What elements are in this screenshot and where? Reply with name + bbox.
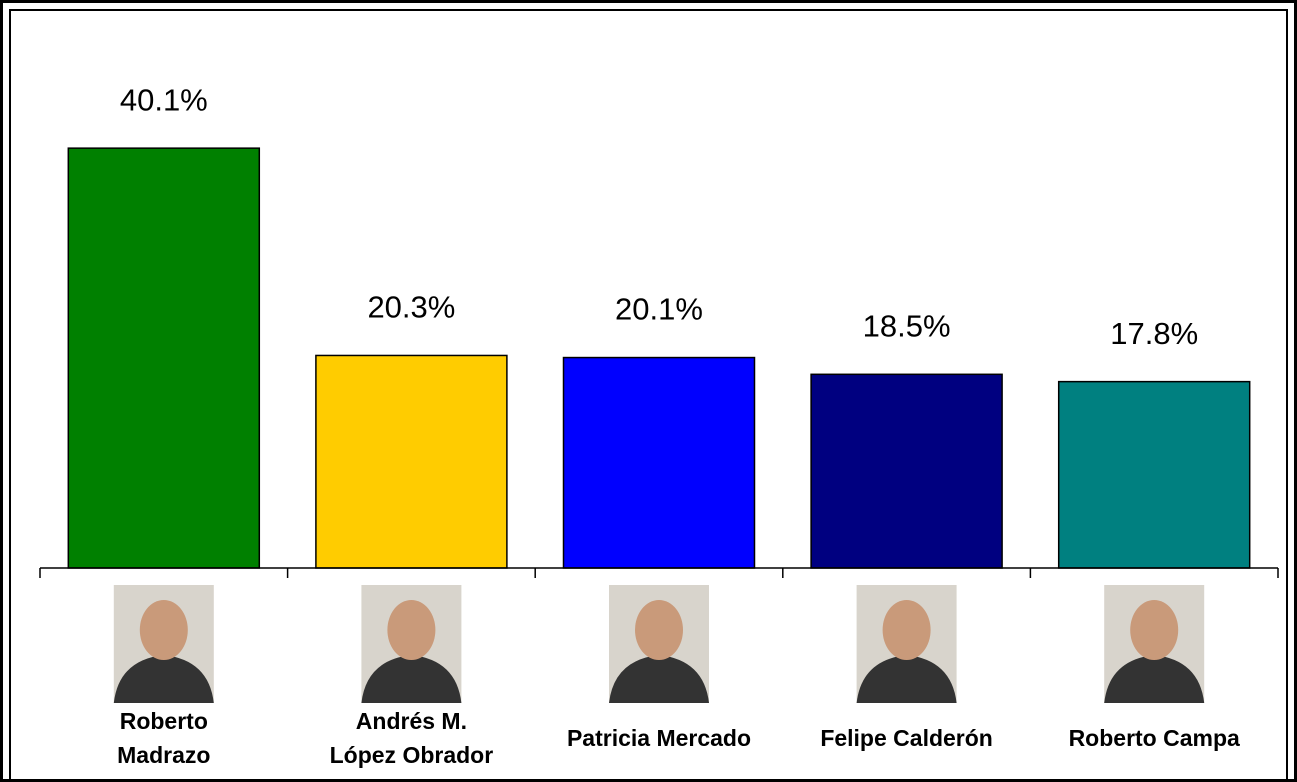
portrait-face [1130,600,1179,660]
inner-frame [9,9,1288,782]
value-label: 18.5% [863,308,951,343]
category-label: Patricia Mercado [567,725,751,751]
value-label: 17.8% [1110,316,1198,351]
category-label: Roberto Campa [1069,725,1240,751]
value-label: 20.3% [367,290,455,325]
bar [67,147,261,569]
category-label: Andrés M. [356,708,467,734]
value-label: 40.1% [120,82,208,117]
portrait-body [856,655,957,703]
portrait-body [113,655,214,703]
bar [810,373,1003,569]
category-label: Felipe Calderón [820,725,993,751]
portrait-body [361,655,462,703]
category-label: López Obrador [330,742,494,768]
category-label: Madrazo [117,742,210,768]
category-label: Roberto [120,708,208,734]
value-label: 20.1% [615,292,703,327]
portrait-face [882,600,931,660]
bar [315,354,508,569]
bar [562,356,756,569]
portrait-face [387,600,436,660]
portrait-face [139,600,188,660]
bar [1057,380,1251,569]
portrait-body [1104,655,1205,703]
portrait-body [609,655,709,703]
portrait-face [635,600,683,660]
